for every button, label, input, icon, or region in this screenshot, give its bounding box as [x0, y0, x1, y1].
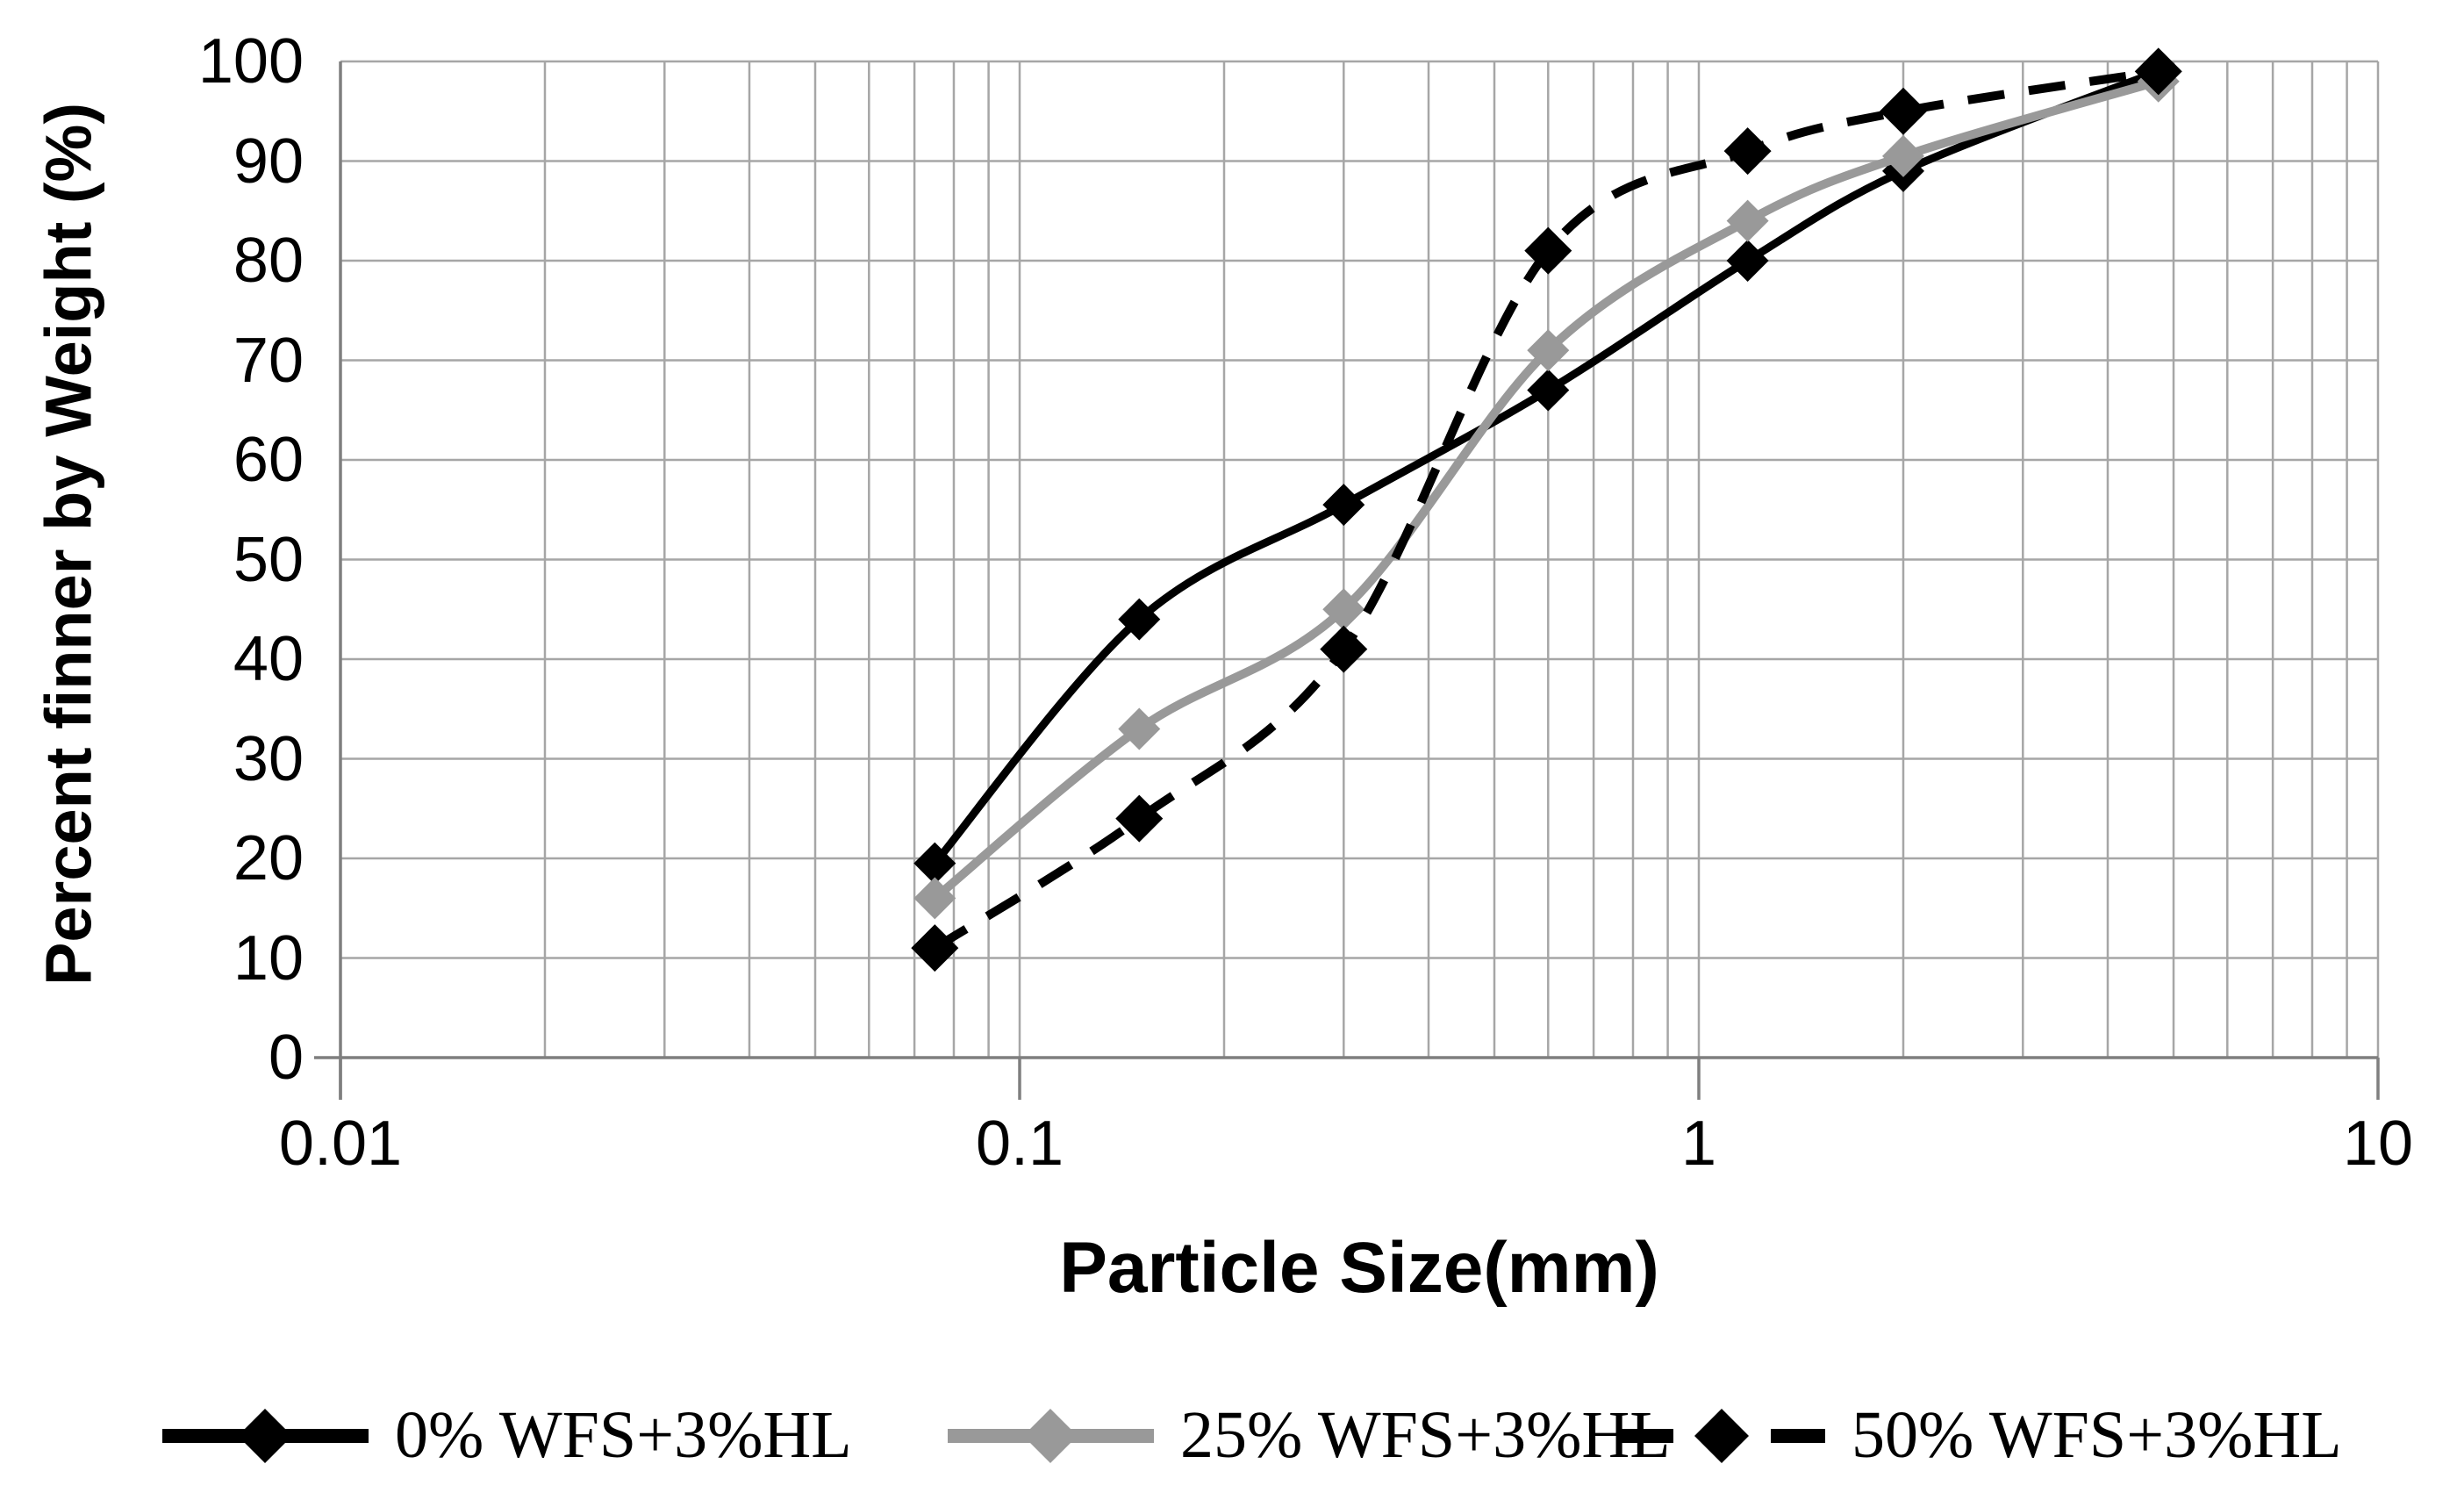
data-point-marker — [1118, 707, 1161, 750]
y-tick-label: 50 — [233, 524, 304, 595]
data-point-marker — [1320, 625, 1368, 673]
y-tick-label: 40 — [233, 624, 304, 694]
y-tick-label: 0 — [268, 1023, 304, 1093]
data-point-marker — [1527, 369, 1570, 412]
data-point-marker — [1726, 199, 1769, 242]
data-point-marker — [1881, 134, 1924, 177]
x-tick-label: 0.1 — [975, 1109, 1064, 1179]
legend-item-25pct: 25% WFS+3%HL — [948, 1385, 1671, 1486]
x-tick-label: 0.01 — [278, 1109, 403, 1179]
data-point-marker — [1527, 329, 1570, 372]
x-tick-label: 10 — [2342, 1109, 2414, 1179]
x-axis-title: Particle Size(mm) — [1059, 1228, 1659, 1308]
legend-dashed-black-line-icon — [1619, 1408, 1825, 1463]
data-point-marker — [1726, 240, 1769, 282]
data-point-marker — [1322, 588, 1365, 631]
data-point-marker — [1115, 794, 1164, 843]
y-tick-label: 100 — [197, 26, 304, 97]
legend-label: 0% WFS+3%HL — [395, 1398, 852, 1472]
y-tick-label: 70 — [233, 325, 304, 396]
x-tick-label: 1 — [1680, 1109, 1717, 1179]
data-point-marker — [913, 842, 956, 885]
legend-label: 25% WFS+3%HL — [1180, 1398, 1671, 1472]
data-point-marker — [1723, 127, 1772, 176]
data-point-marker — [2134, 47, 2182, 96]
data-point-marker — [1524, 226, 1572, 275]
y-tick-label: 80 — [233, 226, 304, 296]
legend-item-0pct: 0% WFS+3%HL — [162, 1385, 852, 1486]
legend-item-50pct: 50% WFS+3%HL — [1619, 1385, 2342, 1486]
y-tick-label: 90 — [233, 126, 304, 197]
data-point-marker — [911, 924, 959, 972]
y-tick-label: 60 — [233, 425, 304, 495]
legend-solid-gray-line-icon — [948, 1408, 1154, 1463]
data-point-marker — [1879, 87, 1927, 135]
y-tick-label: 30 — [233, 723, 304, 794]
data-point-marker — [1118, 598, 1161, 641]
data-point-marker — [1322, 484, 1365, 527]
legend-solid-black-line-icon — [162, 1408, 369, 1463]
y-tick-label: 20 — [233, 823, 304, 893]
legend-label: 50% WFS+3%HL — [1852, 1398, 2342, 1472]
y-tick-label: 10 — [233, 922, 304, 994]
series-line-1 — [932, 76, 2160, 902]
data-point-marker — [913, 877, 956, 920]
